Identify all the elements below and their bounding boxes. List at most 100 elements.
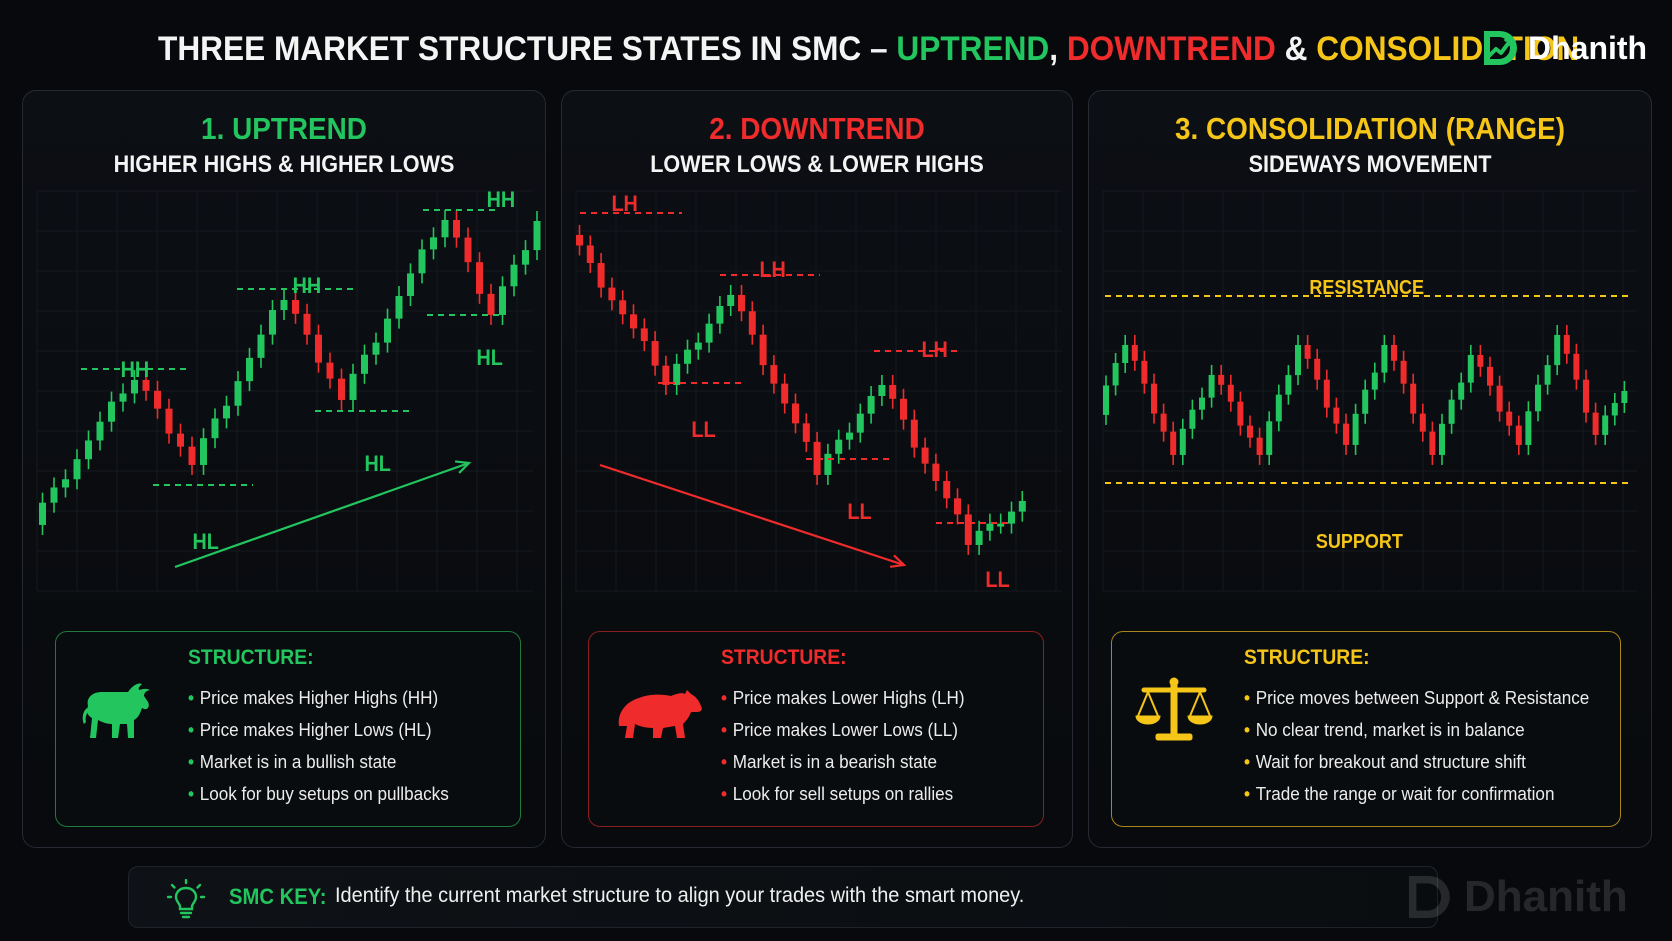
header: THREE MARKET STRUCTURE STATES IN SMC – U… bbox=[0, 0, 1672, 90]
candle-body bbox=[1592, 412, 1599, 435]
candle-body bbox=[108, 401, 115, 422]
label-lh-2: LH bbox=[759, 257, 786, 282]
candle-body bbox=[96, 421, 104, 441]
candle-body bbox=[131, 379, 138, 394]
candle-body bbox=[1448, 399, 1455, 424]
candle-body bbox=[889, 384, 897, 399]
label-resistance: RESISTANCE bbox=[1309, 277, 1425, 299]
trend-arrow-line bbox=[174, 461, 470, 569]
candle-body bbox=[651, 341, 659, 366]
candle-body bbox=[1160, 413, 1167, 432]
list-item: • Look for buy setups on pullbacks bbox=[188, 784, 449, 804]
candle-body bbox=[846, 432, 853, 440]
label-support: SUPPORT bbox=[1315, 531, 1403, 553]
candle-body bbox=[522, 250, 529, 265]
candle-body bbox=[1429, 431, 1436, 455]
candle-body bbox=[1410, 383, 1417, 414]
candle-body bbox=[1112, 363, 1119, 386]
candle-body bbox=[62, 479, 69, 488]
consolidation-title: 3. CONSOLIDATION (RANGE) bbox=[1174, 111, 1566, 146]
consolidation-structure-title: STRUCTURE: bbox=[1244, 646, 1370, 669]
candle-body bbox=[1314, 358, 1321, 380]
candle-body bbox=[738, 294, 745, 312]
candle-body bbox=[1151, 383, 1157, 414]
candle-body bbox=[781, 383, 789, 404]
candle-body bbox=[326, 362, 334, 379]
candle-body bbox=[1189, 409, 1196, 429]
candle-body bbox=[1535, 384, 1541, 412]
candle-body bbox=[662, 365, 670, 385]
label-ll-1: LL bbox=[691, 417, 716, 442]
label-hl-1: HL bbox=[192, 529, 219, 554]
candle-body bbox=[211, 418, 219, 439]
trend-arrow-head bbox=[454, 460, 472, 474]
label-ll-3: LL bbox=[985, 567, 1010, 592]
smc-key-text: Identify the current market structure to… bbox=[335, 884, 1025, 907]
consolidation-chart bbox=[1102, 190, 1637, 592]
candle-body bbox=[1611, 403, 1618, 416]
candle-body bbox=[1381, 344, 1388, 373]
smc-key-bar: SMC KEY: Identify the current market str… bbox=[128, 866, 1438, 928]
label-ll-2: LL bbox=[847, 499, 872, 524]
candle-body bbox=[705, 323, 713, 343]
candle-body bbox=[1602, 415, 1609, 435]
candle-body bbox=[280, 299, 288, 311]
candle-body bbox=[1525, 411, 1532, 445]
candle-body bbox=[430, 237, 437, 250]
bear-icon bbox=[618, 690, 702, 738]
candle-body bbox=[900, 398, 907, 420]
list-item: • Price makes Lower Highs (LH) bbox=[721, 688, 965, 708]
candle-body bbox=[1256, 437, 1263, 455]
label-hl-2: HL bbox=[364, 451, 391, 476]
candle-body bbox=[586, 245, 594, 264]
candle-body bbox=[1179, 428, 1186, 455]
candle-body bbox=[1467, 354, 1474, 383]
candle-body bbox=[1506, 411, 1513, 426]
candle-body bbox=[200, 438, 207, 465]
bull-icon bbox=[82, 683, 150, 738]
candle-body bbox=[1515, 425, 1522, 445]
candle-body bbox=[910, 419, 918, 448]
list-item: • Price makes Higher Highs (HH) bbox=[188, 688, 439, 708]
candle-body bbox=[533, 221, 541, 251]
candle-body bbox=[1400, 360, 1407, 384]
candle-body bbox=[1018, 501, 1026, 512]
candle-body bbox=[361, 354, 368, 374]
watermark-text: Dhanith bbox=[1464, 872, 1628, 921]
brand-name: Dhanith bbox=[1528, 29, 1648, 66]
candle-body bbox=[1008, 511, 1015, 524]
candle-body bbox=[921, 447, 929, 464]
candle-body bbox=[338, 378, 345, 400]
candle-body bbox=[640, 328, 648, 342]
candle-body bbox=[1304, 344, 1311, 359]
consolidation-subtitle: SIDEWAYS MOVEMENT bbox=[1248, 151, 1492, 178]
candle-body bbox=[1554, 334, 1561, 366]
uptrend-subtitle: HIGHER HIGHS & HIGHER LOWS bbox=[113, 151, 455, 178]
list-item: • Price moves between Support & Resistanc… bbox=[1244, 688, 1590, 708]
candle-body bbox=[997, 523, 1005, 527]
title-comma: , bbox=[1049, 30, 1067, 68]
candle-body bbox=[142, 379, 150, 391]
label-hh-1: HH bbox=[120, 357, 150, 382]
candle-body bbox=[932, 463, 940, 481]
trend-arrow-line bbox=[599, 463, 905, 567]
candle-body bbox=[119, 393, 127, 402]
candle-body bbox=[372, 342, 380, 355]
candle-body bbox=[188, 446, 196, 465]
candle-body bbox=[1237, 401, 1244, 426]
candle-body bbox=[510, 264, 518, 287]
label-lh-1: LH bbox=[611, 191, 638, 216]
candle-body bbox=[1458, 382, 1465, 400]
candle-body bbox=[1170, 431, 1177, 455]
title-downtrend: DOWNTREND bbox=[1066, 30, 1276, 68]
candle-body bbox=[619, 300, 627, 315]
candle-body bbox=[1371, 372, 1378, 390]
list-item: • Look for sell setups on rallies bbox=[721, 784, 954, 804]
candle-body bbox=[975, 530, 983, 545]
candle-body bbox=[1122, 344, 1129, 364]
candle-body bbox=[39, 502, 46, 525]
candle-body bbox=[464, 237, 472, 263]
downtrend-subtitle: LOWER LOWS & LOWER HIGHS bbox=[650, 151, 984, 178]
candle-body bbox=[1227, 384, 1234, 402]
candle-body bbox=[395, 296, 403, 319]
